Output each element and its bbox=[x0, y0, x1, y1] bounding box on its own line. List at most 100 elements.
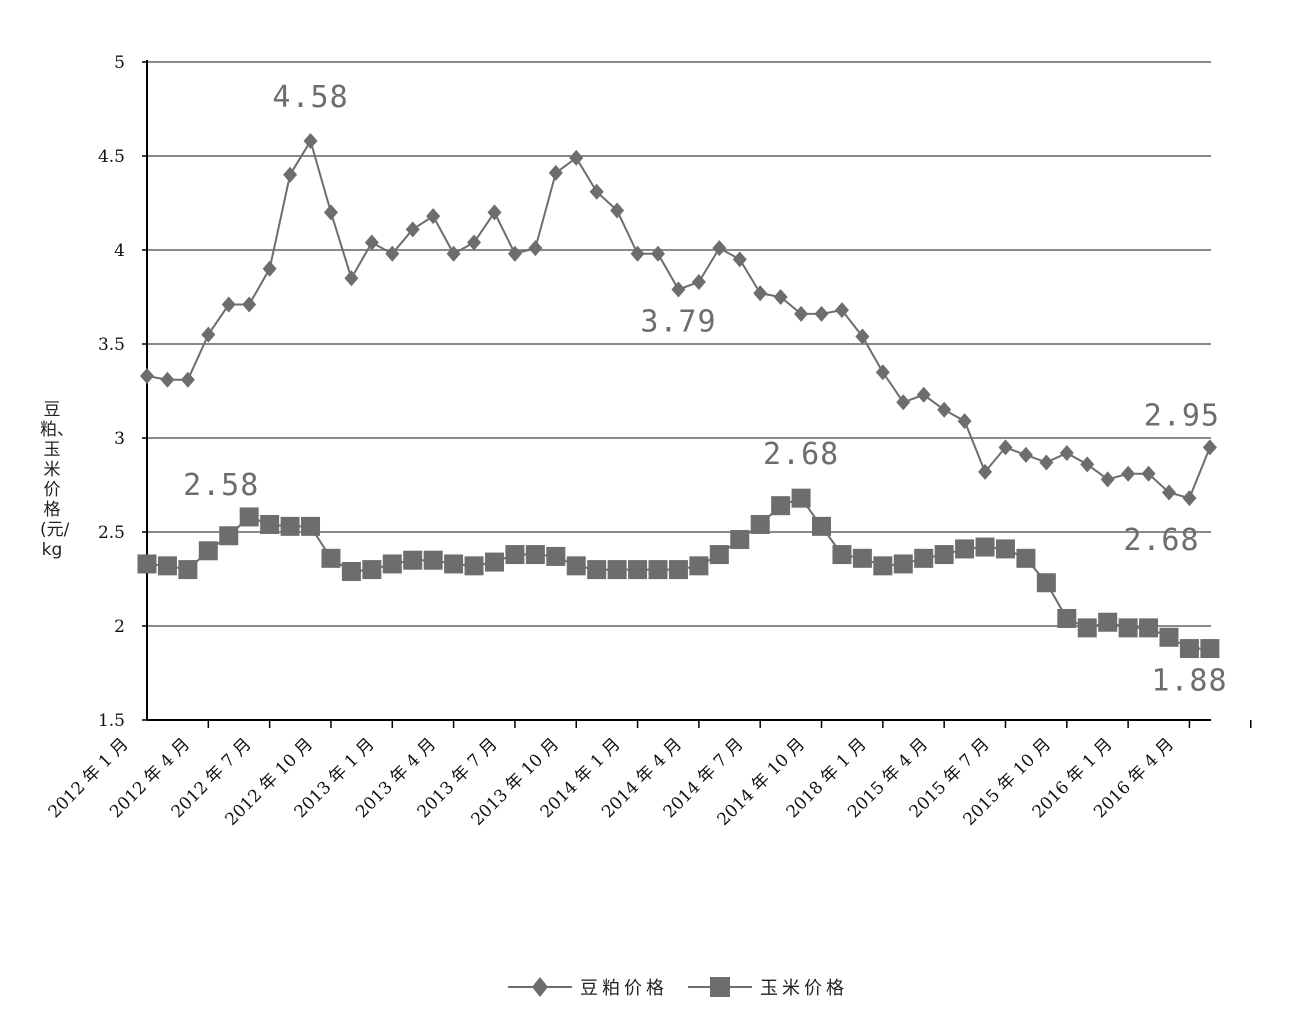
corn-point bbox=[914, 548, 934, 568]
y-tick-labels: 1.5 2 2.5 3 3.5 4 4.5 5 bbox=[98, 53, 125, 731]
soybean-meal-point bbox=[303, 132, 318, 149]
corn-point bbox=[709, 545, 729, 565]
corn-point bbox=[403, 550, 423, 570]
corn-point bbox=[239, 507, 259, 527]
soybean-meal-point bbox=[528, 240, 543, 257]
soybean-meal-point bbox=[487, 204, 502, 221]
soybean-meal-point bbox=[1018, 446, 1033, 463]
soybean-meal-point bbox=[671, 281, 686, 298]
corn-point bbox=[1057, 608, 1077, 628]
soybean-meal-point bbox=[1141, 465, 1156, 482]
corn-point bbox=[1118, 618, 1138, 638]
corn-point bbox=[280, 516, 300, 536]
corn-point bbox=[1016, 548, 1036, 568]
soybean-meal-point bbox=[998, 439, 1013, 456]
y-tick-label: 4 bbox=[114, 241, 125, 261]
axes bbox=[142, 60, 1252, 728]
corn-point bbox=[934, 545, 954, 565]
corn-point bbox=[1098, 612, 1118, 632]
corn-point bbox=[750, 514, 770, 534]
legend-label-corn: 玉米价格 bbox=[760, 978, 848, 999]
data-label: 2.95 bbox=[1144, 398, 1220, 433]
corn-point bbox=[505, 545, 525, 565]
soybean-meal-point bbox=[1121, 465, 1136, 482]
soybean-meal-point bbox=[242, 296, 257, 313]
corn-point bbox=[423, 550, 443, 570]
grid-lines bbox=[147, 61, 1211, 627]
corn-point bbox=[341, 561, 361, 581]
corn-point bbox=[566, 556, 586, 576]
soybean-meal-point bbox=[1202, 439, 1217, 456]
y-tick-label: 5 bbox=[114, 53, 125, 73]
corn-point bbox=[975, 537, 995, 557]
soybean-meal-point bbox=[569, 149, 584, 166]
legend-label-soybean-meal: 豆粕价格 bbox=[580, 978, 668, 999]
legend: 豆粕价格 玉米价格 bbox=[508, 972, 868, 1002]
corn-point bbox=[1179, 639, 1199, 659]
legend-item-corn: 玉米价格 bbox=[688, 974, 848, 1000]
corn-point bbox=[484, 552, 504, 572]
soybean-meal-point bbox=[385, 245, 400, 262]
data-label: 3.79 bbox=[640, 304, 716, 339]
soybean-meal-point bbox=[875, 364, 890, 381]
soybean-meal-point bbox=[323, 204, 338, 221]
diamond-marker-icon bbox=[508, 977, 572, 997]
y-tick-label: 3.5 bbox=[98, 335, 125, 355]
soybean-meal-point bbox=[630, 245, 645, 262]
corn-point bbox=[1159, 627, 1179, 647]
soybean-meal-point bbox=[180, 371, 195, 388]
y-tick-label: 1.5 bbox=[98, 711, 125, 731]
soybean-meal-point bbox=[426, 208, 441, 225]
corn-point bbox=[873, 556, 893, 576]
corn-point bbox=[812, 516, 832, 536]
corn-point bbox=[995, 539, 1015, 559]
soybean-meal-point bbox=[651, 245, 665, 262]
corn-point bbox=[587, 560, 607, 580]
soybean-meal-point bbox=[1059, 445, 1074, 462]
soybean-meal-point bbox=[344, 270, 359, 287]
soybean-meal-point bbox=[855, 328, 870, 345]
corn-point bbox=[321, 548, 341, 568]
y-tick-label: 2.5 bbox=[98, 523, 125, 543]
corn-point bbox=[198, 541, 218, 561]
corn-point bbox=[648, 560, 668, 580]
corn-point bbox=[178, 560, 198, 580]
square-marker-icon bbox=[688, 977, 752, 997]
corn-point bbox=[301, 516, 321, 536]
soybean-meal-point bbox=[1080, 456, 1095, 473]
corn-point bbox=[668, 560, 688, 580]
corn-point bbox=[546, 546, 566, 566]
corn-point bbox=[791, 488, 811, 508]
soybean-meal-point bbox=[814, 305, 829, 322]
corn-point bbox=[382, 554, 402, 574]
corn-point bbox=[689, 556, 709, 576]
soybean-meal-point bbox=[140, 367, 154, 384]
soybean-meal-point bbox=[405, 221, 420, 238]
soybean-meal-point bbox=[548, 164, 563, 181]
series-corn bbox=[137, 488, 1220, 659]
corn-point bbox=[362, 560, 382, 580]
corn-point bbox=[1200, 639, 1220, 659]
corn-point bbox=[852, 548, 872, 568]
legend-item-soybean-meal: 豆粕价格 bbox=[508, 974, 668, 1000]
data-label: 2.58 bbox=[183, 468, 259, 503]
corn-point bbox=[1036, 573, 1056, 593]
soybean-meal-point bbox=[160, 371, 175, 388]
corn-point bbox=[955, 539, 975, 559]
data-label: 1.88 bbox=[1151, 664, 1227, 699]
soybean-meal-point bbox=[957, 413, 972, 430]
soybean-meal-point bbox=[794, 305, 809, 322]
soybean-meal-point bbox=[978, 463, 993, 480]
soybean-meal-point bbox=[753, 285, 768, 302]
data-label: 2.68 bbox=[1123, 523, 1199, 558]
corn-point bbox=[444, 554, 464, 574]
soybean-meal-point bbox=[446, 245, 461, 262]
corn-point bbox=[893, 554, 913, 574]
y-axis-label: 豆粕、玉米价格(元/kg bbox=[40, 400, 74, 560]
soybean-meal-point bbox=[712, 240, 727, 257]
soybean-meal-point bbox=[691, 273, 706, 290]
data-label: 2.68 bbox=[763, 437, 839, 472]
soybean-meal-point bbox=[283, 166, 298, 183]
